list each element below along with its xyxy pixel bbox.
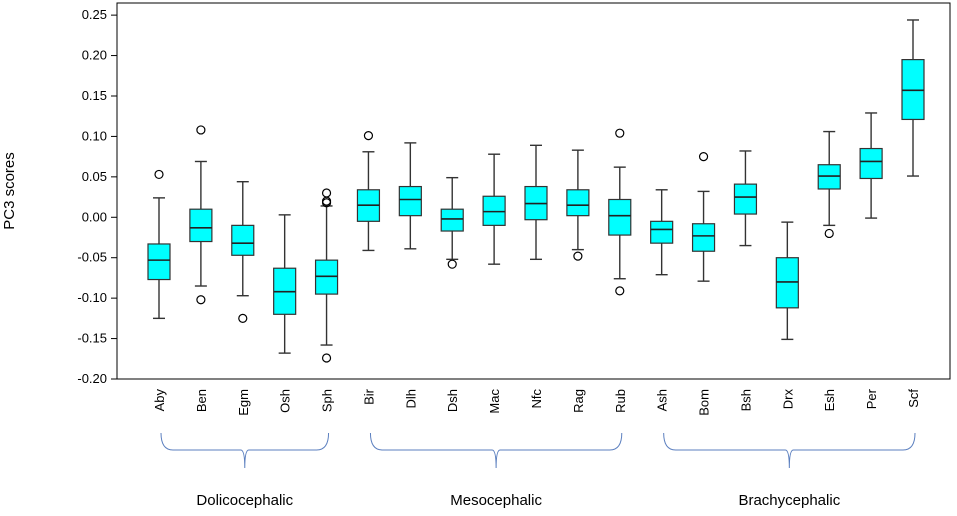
box-drx [775,221,799,341]
box-iqr [817,164,841,190]
y-tick-label: -0.05 [77,250,107,265]
outlier-point [698,152,709,162]
y-axis: -0.20 -0.15 -0.10 -0.05 0.00 0.05 0.10 0.15 0.20… [77,7,117,386]
x-tick-label: Bom [697,389,712,416]
box-iqr [314,259,339,295]
y-tick-label: 0.00 [82,209,107,224]
box-esh [817,130,841,239]
box-iqr [231,224,255,256]
outlier-point [196,295,206,305]
box-aby [147,169,171,320]
x-tick-label: Nfc [529,389,544,409]
box-iqr [440,208,464,232]
box-ash [650,189,674,276]
box-series [147,19,925,363]
outlier-point [447,259,457,269]
group-bracket [663,432,916,469]
box-bir [356,131,381,252]
box-bsh [733,150,758,247]
x-tick-label: Mac [487,389,502,414]
x-tick-label: Bir [361,388,376,405]
box-iqr [901,59,925,121]
box-iqr [482,195,506,226]
x-tick-label: Osh [278,389,293,413]
box-dlh [398,142,422,250]
box-iqr [650,220,674,244]
y-tick-label: -0.20 [77,371,107,386]
y-tick-label: 0.25 [82,7,107,22]
group-label-dolicocephalic: Dolicocephalic [196,492,294,509]
box-iqr [189,208,213,243]
box-iqr [566,189,590,217]
outlier-point [196,125,206,135]
box-iqr [859,147,883,180]
x-tick-label: Sph [320,389,335,412]
box-iqr [775,257,799,309]
box-per [859,112,883,219]
x-tick-label: Rub [613,389,628,413]
x-tick-label: Egm [236,389,251,416]
x-tick-label: Aby [152,389,167,412]
box-dsh [440,176,464,269]
x-tick-label: Per [864,388,879,409]
box-sph [314,188,339,363]
x-tick-label: Drx [780,389,795,410]
x-tick-label: Dlh [403,389,418,409]
outlier-point [321,188,332,198]
y-tick-label: 0.05 [82,169,107,184]
y-tick-label: -0.10 [77,290,107,305]
y-axis-label: PC3 scores [1,152,18,230]
outlier-point [615,286,625,296]
y-tick-label: 0.10 [82,128,107,143]
box-osh [273,214,297,354]
box-iqr [691,223,716,252]
x-tick-label: Rag [571,389,586,413]
outlier-point [824,228,834,239]
x-tick-label: Ash [655,389,670,411]
box-iqr [733,183,758,215]
outlier-point [573,251,583,261]
box-iqr [398,185,422,217]
plot-frame [116,2,951,380]
x-tick-label: Bsh [738,389,753,411]
y-tick-label: -0.15 [77,331,107,346]
x-tick-label: Ben [194,389,209,412]
outlier-point [154,169,164,180]
box-scf [901,19,925,177]
y-tick-label: 0.20 [82,48,107,63]
outlier-point [615,128,625,138]
box-iqr [608,198,632,236]
box-ben [189,125,213,305]
group-bracket [369,432,623,469]
group-label-brachycephalic: Brachycephalic [738,492,841,509]
group-bracket [160,432,330,469]
outlier-point [321,353,332,363]
y-tick-label: 0.15 [82,88,107,103]
box-rub [608,128,632,296]
outlier-point [321,198,332,208]
x-tick-label: Esh [822,389,837,411]
outlier-point [238,313,248,323]
box-mac [482,153,506,265]
box-iqr [147,243,171,281]
box-nfc [524,144,548,261]
box-rag [566,149,590,261]
group-label-mesocephalic: Mesocephalic [450,492,542,509]
outlier-point [363,131,374,141]
x-tick-label: Dsh [445,389,460,412]
group-brackets [160,432,916,469]
box-bom [691,152,716,282]
box-egm [231,181,255,323]
x-axis-labels: Aby Ben Egm Osh Sph Bir Dlh Dsh Mac Nfc Rag Rub Ash B… [152,388,921,415]
x-tick-label: Scf [906,389,921,408]
